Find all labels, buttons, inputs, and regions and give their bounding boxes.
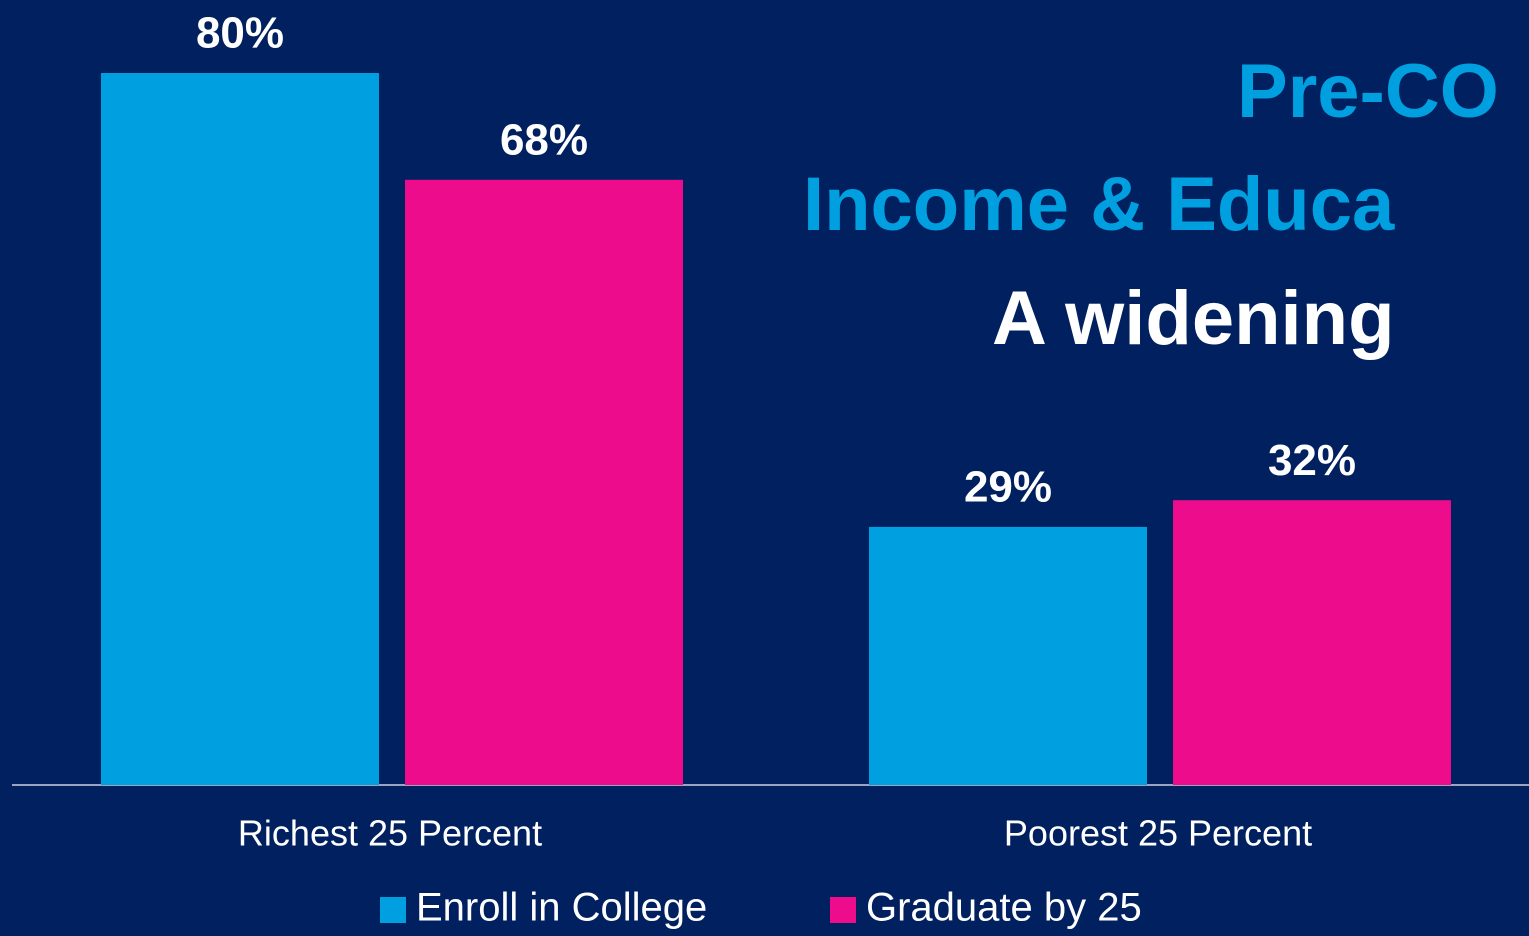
bar: [101, 73, 379, 785]
data-label: 80%: [196, 9, 284, 58]
legend-swatch: [830, 897, 856, 923]
chart-title: Income & Educa: [803, 162, 1395, 247]
x-tick-label: Richest 25 Percent: [238, 813, 542, 854]
bar: [405, 179, 683, 786]
chart-subtitle: A widening: [992, 276, 1395, 361]
chart-title: Pre-CO: [1237, 49, 1499, 134]
x-tick-label: Poorest 25 Percent: [1004, 813, 1312, 854]
legend-label: Graduate by 25: [866, 886, 1142, 930]
data-label: 29%: [964, 463, 1052, 512]
legend-swatch: [380, 897, 406, 923]
bar: [1173, 500, 1451, 785]
legend-label: Enroll in College: [416, 886, 707, 930]
bar: [869, 526, 1147, 785]
data-label: 32%: [1268, 436, 1356, 485]
data-label: 68%: [500, 115, 588, 164]
